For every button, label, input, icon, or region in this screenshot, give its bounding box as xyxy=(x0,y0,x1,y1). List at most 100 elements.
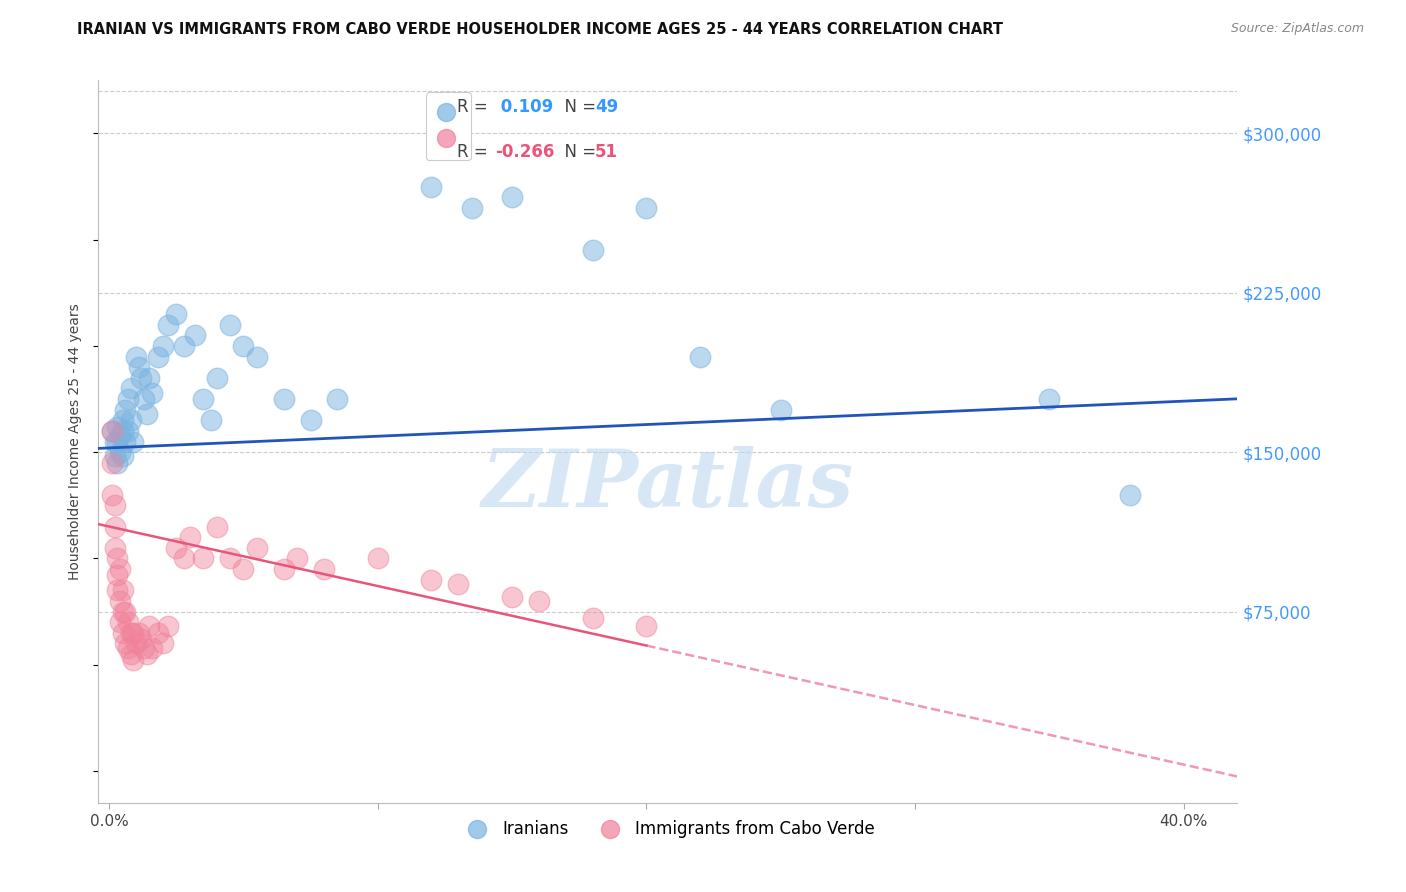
Point xyxy=(157,318,180,332)
Point xyxy=(135,407,157,421)
Text: 51: 51 xyxy=(595,143,619,161)
Point xyxy=(132,392,155,406)
Point xyxy=(111,424,134,438)
Point xyxy=(125,636,148,650)
Point xyxy=(246,541,269,555)
Point xyxy=(117,392,139,406)
Point xyxy=(636,619,658,633)
Point xyxy=(103,519,125,533)
Point xyxy=(125,350,148,364)
Point xyxy=(111,625,134,640)
Text: R =: R = xyxy=(457,98,494,116)
Point xyxy=(527,594,550,608)
Point xyxy=(1038,392,1060,406)
Point xyxy=(219,318,242,332)
Point xyxy=(165,541,187,555)
Point xyxy=(114,636,136,650)
Point xyxy=(132,640,155,655)
Point xyxy=(135,647,157,661)
Point xyxy=(152,636,174,650)
Point xyxy=(165,307,187,321)
Point xyxy=(101,424,124,438)
Text: N =: N = xyxy=(554,143,602,161)
Point xyxy=(285,551,308,566)
Point xyxy=(273,562,295,576)
Text: N =: N = xyxy=(554,98,602,116)
Point xyxy=(157,619,180,633)
Point xyxy=(101,424,124,438)
Text: ZIPatlas: ZIPatlas xyxy=(482,446,853,524)
Point xyxy=(173,339,195,353)
Point xyxy=(501,190,523,204)
Point xyxy=(367,551,389,566)
Point xyxy=(108,428,131,442)
Point xyxy=(105,434,128,449)
Point xyxy=(232,339,254,353)
Point xyxy=(636,201,658,215)
Point xyxy=(205,371,228,385)
Point xyxy=(105,583,128,598)
Point xyxy=(205,519,228,533)
Legend: Iranians, Immigrants from Cabo Verde: Iranians, Immigrants from Cabo Verde xyxy=(454,814,882,845)
Point xyxy=(447,577,470,591)
Point xyxy=(122,434,145,449)
Point xyxy=(501,590,523,604)
Point xyxy=(114,434,136,449)
Point xyxy=(326,392,349,406)
Point xyxy=(179,530,201,544)
Point xyxy=(120,381,142,395)
Point xyxy=(420,573,443,587)
Y-axis label: Householder Income Ages 25 - 44 years: Householder Income Ages 25 - 44 years xyxy=(69,303,83,580)
Point xyxy=(111,450,134,464)
Text: Source: ZipAtlas.com: Source: ZipAtlas.com xyxy=(1230,22,1364,36)
Text: R =: R = xyxy=(457,143,494,161)
Point xyxy=(689,350,711,364)
Point xyxy=(138,371,160,385)
Point xyxy=(146,625,169,640)
Point xyxy=(117,640,139,655)
Point xyxy=(103,498,125,512)
Point xyxy=(232,562,254,576)
Point xyxy=(111,413,134,427)
Point xyxy=(103,541,125,555)
Point xyxy=(105,551,128,566)
Point xyxy=(114,605,136,619)
Point xyxy=(108,594,131,608)
Point xyxy=(122,653,145,667)
Point xyxy=(219,551,242,566)
Point xyxy=(1119,488,1142,502)
Point xyxy=(141,640,163,655)
Text: 49: 49 xyxy=(595,98,619,116)
Point xyxy=(246,350,269,364)
Point xyxy=(108,445,131,459)
Point xyxy=(120,625,142,640)
Point xyxy=(173,551,195,566)
Point xyxy=(128,625,150,640)
Point xyxy=(122,625,145,640)
Text: 0.109: 0.109 xyxy=(495,98,553,116)
Point xyxy=(114,402,136,417)
Point xyxy=(582,611,605,625)
Point xyxy=(101,456,124,470)
Text: -0.266: -0.266 xyxy=(495,143,554,161)
Point xyxy=(120,413,142,427)
Point xyxy=(108,615,131,630)
Point xyxy=(131,371,153,385)
Point xyxy=(193,551,215,566)
Point xyxy=(461,201,484,215)
Point xyxy=(101,488,124,502)
Point xyxy=(105,456,128,470)
Point xyxy=(111,583,134,598)
Point xyxy=(152,339,174,353)
Point xyxy=(582,244,605,258)
Point xyxy=(200,413,222,427)
Point xyxy=(420,179,443,194)
Point xyxy=(131,632,153,647)
Point xyxy=(141,385,163,400)
Point xyxy=(117,424,139,438)
Point xyxy=(105,419,128,434)
Point xyxy=(146,350,169,364)
Point xyxy=(103,450,125,464)
Point xyxy=(273,392,295,406)
Point xyxy=(108,562,131,576)
